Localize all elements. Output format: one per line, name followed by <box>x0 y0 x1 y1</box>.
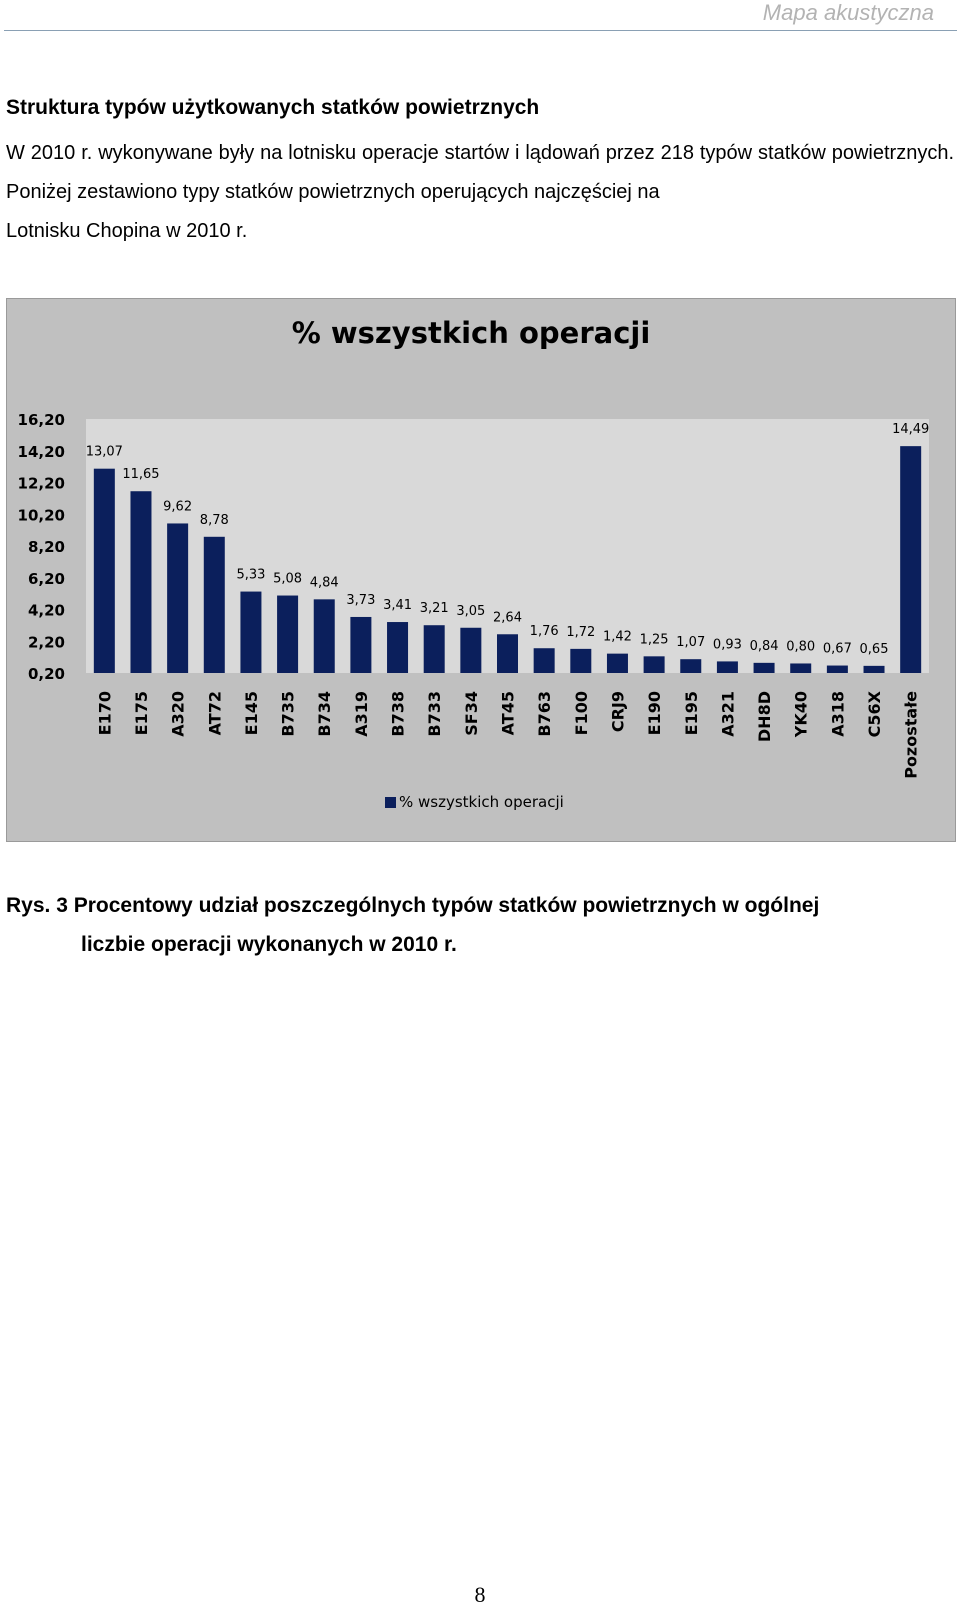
header-rule <box>4 30 957 31</box>
bar-value-label: 3,73 <box>346 593 375 608</box>
bar-value-label: 9,62 <box>163 499 192 514</box>
figure-caption-line1: Rys. 3 Procentowy udział poszczególnych … <box>6 894 820 917</box>
x-tick-label: A320 <box>169 691 188 737</box>
bar <box>350 616 372 673</box>
x-tick-label: E190 <box>645 691 664 735</box>
y-tick-label: 12,20 <box>18 475 65 493</box>
y-tick-label: 16,20 <box>18 411 65 429</box>
chart-svg: % wszystkich operacji 0,20 2,20 4,20 6,20 8,… <box>18 316 930 811</box>
bar <box>900 446 922 673</box>
intro-paragraph: W 2010 r. wykonywane były na lotnisku op… <box>6 134 954 251</box>
bar <box>497 634 518 673</box>
y-tick-label: 8,20 <box>28 538 65 556</box>
y-tick-label: 2,20 <box>28 633 65 651</box>
plot-area <box>86 419 929 673</box>
y-tick-label: 14,20 <box>18 443 65 461</box>
bar <box>606 653 628 673</box>
x-tick-label: B763 <box>535 691 554 737</box>
bar-value-label: 0,65 <box>860 642 889 657</box>
x-tick-label: B735 <box>279 691 298 737</box>
y-tick-label: 10,20 <box>18 506 65 524</box>
bar-value-label: 5,33 <box>236 568 265 583</box>
bar-value-label: 1,07 <box>676 635 705 650</box>
figure-caption: Rys. 3 Procentowy udział poszczególnych … <box>6 886 954 964</box>
bar-value-label: 4,84 <box>310 575 339 590</box>
figure-caption-line2: liczbie operacji wykonanych w 2010 r. <box>81 933 457 956</box>
x-tick-label: A321 <box>718 691 737 737</box>
bar-value-label: 0,67 <box>823 642 852 657</box>
bar <box>826 665 848 673</box>
bar-value-label: 3,41 <box>383 598 412 613</box>
bar-value-label: 0,84 <box>750 639 779 654</box>
bar-value-label: 14,49 <box>892 422 929 437</box>
x-tick-label: A318 <box>828 691 847 737</box>
bar-value-label: 1,25 <box>640 632 669 647</box>
bar-value-label: 13,07 <box>86 445 123 460</box>
bar-value-label: 0,93 <box>713 637 742 652</box>
x-tick-label: E195 <box>682 691 701 735</box>
x-tick-label: E175 <box>132 691 151 735</box>
bar <box>203 536 225 673</box>
bar-value-label: 3,05 <box>456 604 485 619</box>
bar-value-label: 1,72 <box>566 625 595 640</box>
bar-value-label: 5,08 <box>273 572 302 587</box>
y-tick-label: 4,20 <box>28 602 65 620</box>
bar <box>753 662 775 673</box>
x-tick-label: DH8D <box>755 691 774 742</box>
x-tick-label: CRJ9 <box>608 691 627 732</box>
x-tick-label: AT45 <box>499 691 518 735</box>
bar-value-label: 0,80 <box>786 639 815 654</box>
running-header: Mapa akustyczna <box>762 0 934 25</box>
bar <box>533 648 555 673</box>
bars <box>93 446 922 673</box>
bar <box>240 591 262 673</box>
intro-paragraph-line2: Lotnisku Chopina w 2010 r. <box>6 220 248 242</box>
x-tick-label: A319 <box>352 691 371 737</box>
x-tick-label: Pozostałe <box>902 691 921 779</box>
bar-labels: 13,07 11,65 9,62 8,78 5,33 5,08 4,84 3,73 3,41 3,… <box>86 422 930 657</box>
bar-value-label: 8,78 <box>200 513 229 528</box>
x-tick-label: C56X <box>865 690 884 737</box>
y-tick-label: 6,20 <box>28 570 65 588</box>
legend: % wszystkich operacji <box>385 793 564 811</box>
bar <box>863 665 885 673</box>
x-tick-label: E170 <box>95 691 114 735</box>
bar <box>277 595 299 673</box>
bar <box>93 468 115 673</box>
x-tick-label: AT72 <box>205 691 224 735</box>
bar <box>167 523 189 673</box>
bar <box>716 661 738 673</box>
bar-value-label: 1,76 <box>530 624 559 639</box>
bar <box>643 656 665 673</box>
x-tick-label: YK40 <box>792 691 811 738</box>
legend-swatch <box>385 797 396 808</box>
bar <box>423 625 445 673</box>
x-tick-label: E145 <box>242 691 261 735</box>
bar-value-label: 3,21 <box>420 601 449 616</box>
x-tick-label: SF34 <box>462 691 481 736</box>
page-number: 8 <box>474 1582 486 1607</box>
bar <box>387 622 409 673</box>
chart: % wszystkich operacji 0,20 2,20 4,20 6,20 8,… <box>6 298 956 842</box>
x-tick-label: B738 <box>389 691 408 737</box>
bar-value-label: 2,64 <box>493 610 522 625</box>
bar <box>313 599 335 673</box>
bar <box>130 491 152 673</box>
y-tick-label: 0,20 <box>28 665 65 683</box>
y-axis: 0,20 2,20 4,20 6,20 8,20 10,20 12,20 14,20 16,20 <box>18 411 65 683</box>
intro-paragraph-line1: W 2010 r. wykonywane były na lotnisku op… <box>6 142 954 203</box>
bar-value-label: 11,65 <box>122 467 159 482</box>
section-title: Struktura typów użytkowanych statków pow… <box>6 96 540 119</box>
x-tick-label: B734 <box>315 691 334 737</box>
bar-value-label: 1,42 <box>603 630 632 645</box>
bar <box>570 648 592 673</box>
chart-title: % wszystkich operacji <box>292 316 651 350</box>
x-tick-label: F100 <box>572 691 591 735</box>
bar <box>680 659 702 673</box>
x-tick-label: B733 <box>425 691 444 737</box>
x-axis-labels: E170 E175 A320 AT72 E145 B735 B734 A319 B738 B733… <box>95 690 920 778</box>
bar <box>460 627 482 673</box>
bar <box>790 663 812 673</box>
legend-label: % wszystkich operacji <box>399 793 564 811</box>
